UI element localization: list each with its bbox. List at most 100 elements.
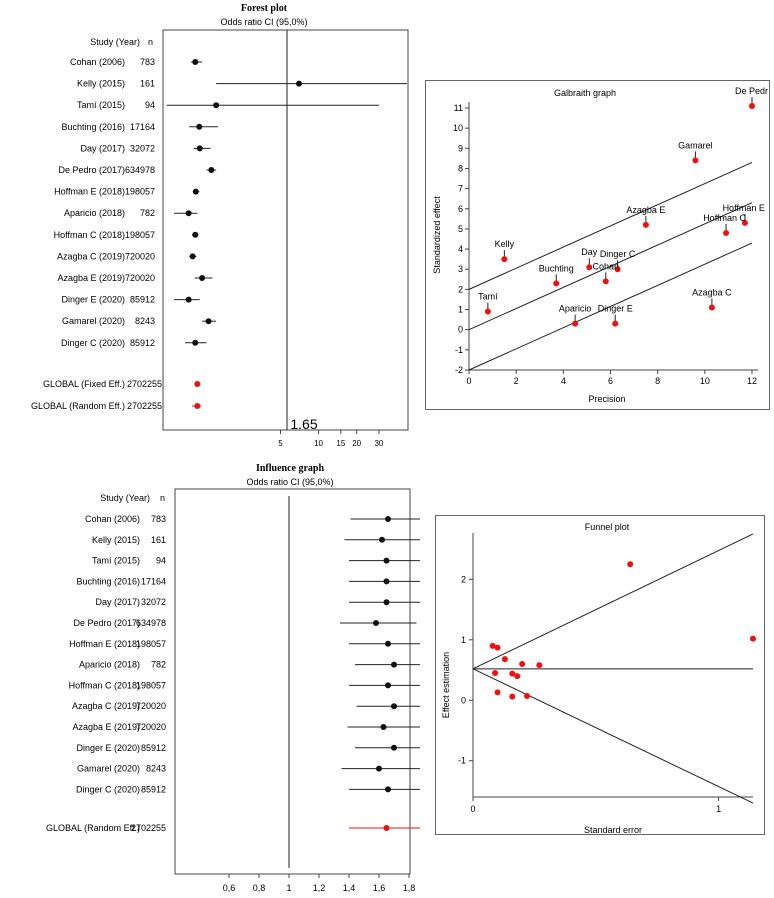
galbraith-point [723,229,730,236]
galbraith-ylabel: Standardized effect [432,196,442,274]
galbraith-point [749,102,755,109]
forest-n-label: 782 [140,208,155,218]
influence-tick-label: 1,2 [313,883,326,893]
influence-n-label: 85912 [141,784,166,794]
influence-estimate-point [373,620,379,626]
galbraith-point [692,157,699,164]
influence-study-label: Dinger E (2020) [76,743,140,753]
influence-n-label: 782 [151,660,166,670]
funnel-y-tick-label: 1 [461,635,466,645]
influence-estimate-point [379,536,385,543]
influence-global-n: 2702255 [131,823,166,833]
forest-col-study: Study (Year) [90,37,140,47]
influence-tick-label: 1 [286,883,291,893]
galbraith-point-label: Azagba C [692,288,732,298]
galbraith-y-tick-label: 3 [458,264,463,274]
galbraith-point-label: Day [581,247,598,257]
influence-plot-frame [174,488,411,875]
forest-estimate-point [189,253,196,260]
influence-graph: Influence graph Odds ratio CI (95,0%) St… [46,463,420,893]
forest-study-label: Tamí (2015) [77,100,125,110]
influence-estimate-point [376,765,382,772]
influence-global-label: GLOBAL (Random Eff.) [46,823,140,833]
galbraith-y-tick-label: 11 [454,103,463,113]
forest-col-n: n [148,37,153,47]
influence-estimate-point [383,557,390,564]
influence-tick-label: 1,6 [373,883,386,893]
influence-n-label: 161 [151,535,166,545]
galbraith-y-tick-label: -1 [455,345,463,355]
galbraith-x-tick-label: 12 [747,376,757,386]
funnel-point [519,660,526,667]
galbraith-y-tick-label: 8 [458,163,463,173]
influence-n-label: 720020 [136,701,166,711]
influence-study-label: Day (2017) [95,597,140,607]
galbraith-point-label: Cohan [593,261,620,271]
influence-n-label: 94 [156,556,166,566]
influence-n-label: 17164 [141,576,166,586]
influence-subtitle: Odds ratio CI (95,0%) [246,477,333,487]
galbraith-x-tick-label: 4 [561,376,566,386]
forest-estimate-point [205,318,212,325]
funnel-point [536,662,543,669]
forest-n-label: 85912 [130,295,155,305]
influence-estimate-point [391,744,397,751]
galbraith-point-label: Dinger C [600,249,636,259]
forest-estimate-point [192,59,199,65]
galbraith-point [586,264,593,271]
forest-study-label: Hoffman E (2018) [54,187,125,197]
influence-estimate-point [391,661,397,668]
influence-estimate-point [385,682,391,689]
galbraith-graph: Galbraith graph Precision Standardized e… [425,80,770,410]
forest-n-label: 161 [140,79,155,89]
forest-estimate-point [185,296,192,303]
galbraith-title: Galbraith graph [554,88,616,98]
galbraith-point [553,280,560,287]
forest-title: Forest plot [241,3,288,14]
forest-n-label: 198057 [125,230,155,240]
galbraith-y-tick-label: 2 [458,284,463,294]
influence-study-label: Kelly (2015) [92,535,140,545]
influence-n-label: 720020 [136,722,166,732]
forest-global-label: GLOBAL (Random Eff.) [31,401,125,411]
funnel-upper-bound [472,533,754,670]
forest-global-label: GLOBAL (Fixed Eff.) [43,379,125,389]
funnel-ylabel: Effect estimation [441,652,451,718]
galbraith-point-label: Hoffman E [723,203,765,213]
forest-n-label: 17164 [130,122,155,132]
galbraith-x-tick-label: 6 [608,376,613,386]
influence-n-label: 198057 [136,680,166,690]
funnel-x-tick-label: 0 [470,804,475,814]
influence-study-label: Hoffman E (2018) [69,639,140,649]
forest-subtitle: Odds ratio CI (95,0%) [220,17,307,27]
forest-n-label: 198057 [125,187,155,197]
forest-tick-label: 15 [336,439,345,448]
forest-estimate-point [199,275,206,281]
galbraith-y-tick-label: 5 [458,224,463,234]
funnel-point [489,642,496,649]
funnel-title: Funnel plot [585,522,630,532]
influence-estimate-point [380,724,387,730]
galbraith-y-tick-label: -2 [455,365,463,375]
forest-plot: Forest plot Odds ratio CI (95,0%) Study … [31,3,409,448]
galbraith-point [612,320,619,327]
forest-tick-label: 5 [278,439,283,448]
galbraith-point-label: Buchting [539,263,574,273]
influence-study-label: Azagba E (2019) [72,722,140,732]
forest-study-label: Dinger E (2020) [61,295,125,305]
forest-study-label: Hoffman C (2018) [54,230,125,240]
funnel-point [494,689,501,696]
galbraith-x-tick-label: 8 [655,376,660,386]
funnel-frame [435,515,765,835]
galbraith-y-tick-label: 1 [458,305,463,315]
funnel-plot: Funnel plot Standard error Effect estima… [435,515,765,835]
forest-tick-label: 20 [352,439,361,448]
influence-tick-label: 1,4 [343,883,356,893]
forest-global-n: 2702255 [127,401,162,411]
influence-study-label: Azagba C (2019) [72,701,140,711]
funnel-point [501,656,508,663]
galbraith-point [602,278,609,285]
forest-study-label: Azagba C (2019) [57,251,125,261]
funnel-point [494,644,501,651]
influence-study-label: Hoffman C (2018) [69,680,140,690]
